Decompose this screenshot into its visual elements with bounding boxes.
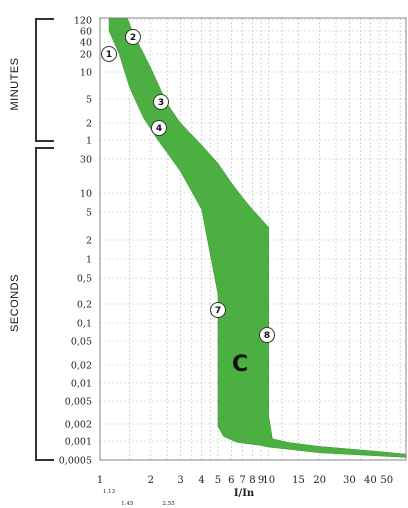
callout-number-7: 7 [215,306,221,316]
x-tick-label: 9 [258,475,264,486]
x-tick-label: 1 [97,475,103,486]
callout-circle-8 [259,327,275,343]
y-tick-minutes: 1 [86,136,92,147]
seconds-bracket [35,147,54,461]
x-tick-label: 15 [292,475,305,486]
x-tick-label: 20 [313,475,326,486]
y-tick-minutes: 5 [86,95,92,106]
plot-frame [99,17,407,461]
y-tick-seconds: 0,01 [71,379,92,390]
tripping-band [108,17,407,458]
tripping-band-area [108,17,407,458]
callout-circle-2 [125,29,141,45]
x-axis-label: I/In [234,488,255,499]
x-tick-label: 7 [239,475,245,486]
x-tick-label: 30 [343,475,356,486]
callout-number-1: 1 [106,50,112,60]
y-tick-minutes: 120 [74,16,92,27]
y-tick-seconds: 5 [86,208,92,219]
callout-number-8: 8 [264,331,270,341]
callout-number-2: 2 [130,33,136,43]
y-tick-seconds: 0,005 [65,397,92,408]
y-tick-minutes: 20 [80,50,92,61]
x-tick-label: 8 [249,475,255,486]
y-tick-seconds: 0,2 [77,300,92,311]
callouts: 1 2 3 4 7 8 [101,29,275,343]
y-tick-seconds: 2 [86,236,92,247]
y-tick-minutes: 2 [86,119,92,130]
y-tick-seconds: 0,05 [71,337,92,348]
x-tick-label: 2 [148,475,154,486]
x-tick-label: 40 [364,475,377,486]
minutes-bracket [35,18,54,142]
callout-circle-4 [151,120,167,136]
y-tick-minutes: 10 [80,68,92,79]
y-tick-seconds: 0,5 [77,274,92,285]
callout-number-3: 3 [158,98,164,108]
y-tick-seconds: 30 [80,155,92,166]
x-tick-label: 6 [228,475,234,486]
y-tick-seconds: 0,0005 [59,456,92,467]
x-subtick-label: 2.55 [162,501,175,507]
x-tick-label: 3 [177,475,183,486]
y-tick-minutes: 60 [80,27,92,38]
y-tick-seconds: 0,1 [77,319,92,330]
seconds-label: SECONDS [9,274,21,332]
x-tick-label: 50 [380,475,393,486]
y-tick-seconds: 0,02 [71,361,92,372]
callout-number-4: 4 [156,124,162,134]
y-tick-seconds: 0,001 [65,437,92,448]
callout-circle-1 [101,46,117,62]
x-tick-label: 10 [262,475,275,486]
callout-circle-7 [210,302,226,318]
y-tick-seconds: 10 [80,189,92,200]
x-tick-labels: 1 2 3 4 5 6 7 8 910 15 20 30 40 50 1.13 1.45 2.55 [97,475,393,507]
x-subtick-label: 1.13 [103,489,116,495]
y-tick-seconds: 0,002 [65,420,92,431]
minutes-label: MINUTES [9,58,21,111]
x-tick-label: 5 [215,475,221,486]
y-tick-seconds: 1 [86,255,92,266]
x-tick-label: 4 [198,475,204,486]
x-subtick-label: 1.45 [121,501,134,507]
y-tick-minutes: 40 [80,38,92,49]
axis-group-brackets [35,18,54,461]
curve-label: C [232,352,248,377]
callout-circle-3 [153,94,169,110]
